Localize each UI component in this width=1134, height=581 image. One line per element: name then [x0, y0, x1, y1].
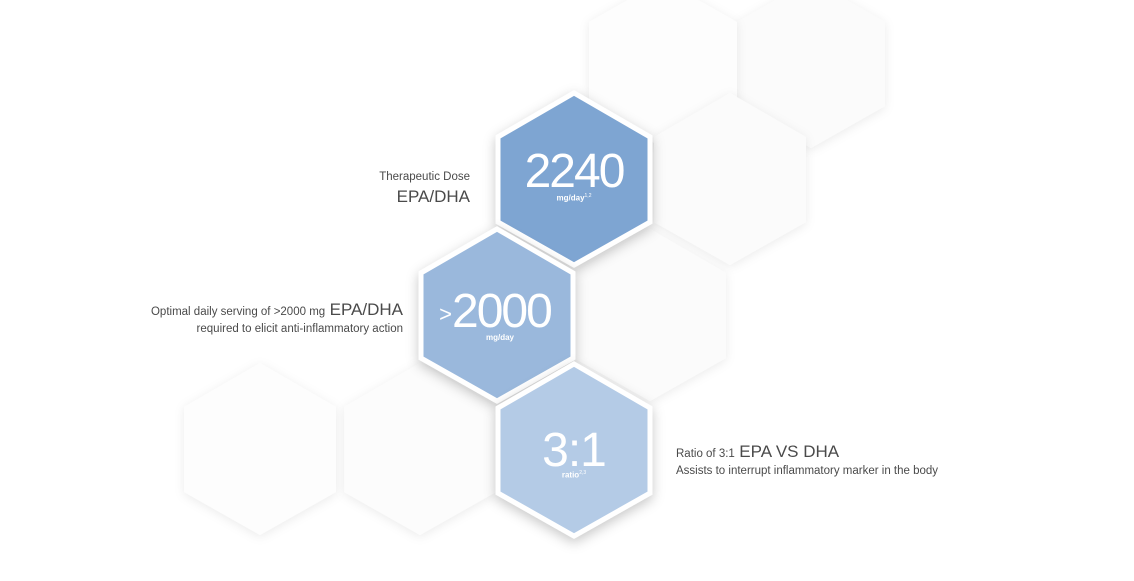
ratio-line-1: Ratio of 3:1 EPA VS DHA — [676, 442, 839, 462]
ratio-unit-text: ratio — [561, 470, 580, 480]
dose-unit: mg/day1,2 — [508, 194, 640, 203]
ghost-hex-top-right — [737, 0, 885, 148]
hex-dose — [495, 90, 653, 268]
ghost-hex-bottom-left-2 — [184, 363, 336, 535]
hex-serving — [418, 226, 576, 404]
serving-value: 2000 — [452, 285, 553, 338]
ratio-unit: ratio2,3 — [512, 471, 636, 480]
dose-label: Therapeutic Dose — [379, 171, 470, 183]
dose-value: 2240 — [524, 145, 626, 198]
ratio-value: 3:1 — [542, 424, 607, 477]
dose-unit-ref: 1,2 — [584, 193, 592, 199]
ratio-line-1-large: EPA VS DHA — [739, 442, 840, 461]
ratio-unit-ref: 2,3 — [579, 470, 587, 476]
serving-line-1: Optimal daily serving of >2000 mg EPA/DH… — [151, 300, 403, 320]
ratio-value-block: 3:1 ratio2,3 — [512, 427, 636, 480]
serving-line-1-large: EPA/DHA — [329, 300, 403, 319]
hex-ratio — [495, 361, 653, 539]
ghost-hex-bottom-left-1 — [344, 363, 496, 535]
dose-value-block: 2240 mg/day1,2 — [508, 148, 640, 203]
ratio-line-1-small: Ratio of 3:1 — [676, 448, 735, 460]
serving-value-block: >2000 mg/day — [423, 288, 567, 342]
serving-line-1-small: Optimal daily serving of >2000 mg — [150, 306, 326, 318]
serving-line-2: required to elicit anti-inflammatory act… — [196, 323, 403, 335]
ghost-hex-right-2 — [574, 229, 726, 401]
ratio-line-2: Assists to interrupt inflammatory marker… — [676, 465, 939, 477]
serving-prefix: > — [439, 301, 453, 327]
serving-unit: mg/day — [485, 333, 514, 342]
serving-value-line: >2000 — [423, 288, 567, 336]
dose-unit-text: mg/day — [556, 193, 585, 203]
dose-product: EPA/DHA — [396, 187, 470, 206]
ghost-hex-right-1 — [654, 93, 806, 265]
